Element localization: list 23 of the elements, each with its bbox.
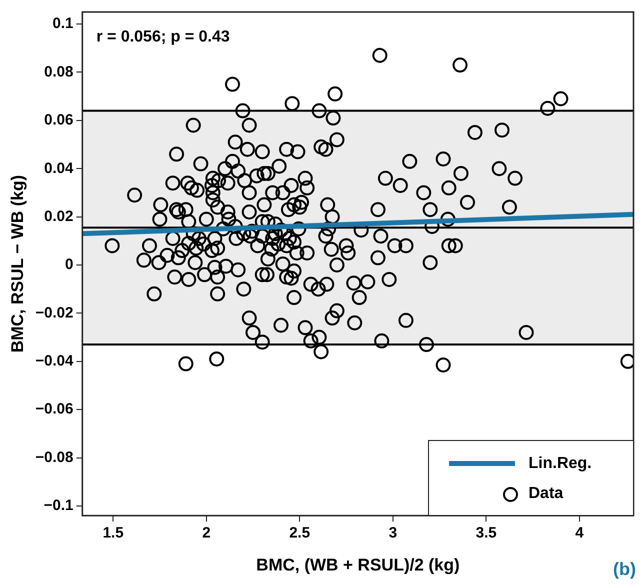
y-tick-label: −0.1	[44, 497, 74, 514]
x-tick-label: 2.5	[289, 524, 310, 542]
x-tick-label: 3	[388, 524, 398, 542]
annotation: r = 0.056; p = 0.43	[96, 28, 230, 46]
y-tick-label: 0.04	[44, 160, 74, 177]
x-axis-title: BMC, (WB + RSUL)/2 (kg)	[256, 555, 460, 574]
y-tick-label: −0.06	[35, 400, 74, 418]
y-tick-label: −0.04	[35, 352, 74, 370]
legend-label: Data	[528, 484, 564, 503]
legend-label: Lin.Reg.	[528, 454, 592, 473]
y-axis-title: BMC, RSUL − WB (kg)	[8, 174, 27, 353]
y-tick-label: 0.08	[44, 63, 74, 80]
y-tick-label: 0.06	[44, 112, 74, 129]
x-tick-label: 3.5	[476, 524, 497, 542]
y-tick-label: −0.08	[35, 448, 74, 466]
text: (b)	[613, 558, 636, 579]
y-tick-label: 0.02	[44, 208, 74, 225]
y-tick-label: 0	[65, 256, 74, 274]
x-tick-label: 1.5	[102, 524, 124, 542]
y-tick-label: 0.1	[52, 15, 74, 32]
x-tick-label: 4	[575, 524, 584, 542]
y-tick-label: −0.02	[35, 304, 74, 322]
x-tick-label: 2	[202, 524, 211, 542]
